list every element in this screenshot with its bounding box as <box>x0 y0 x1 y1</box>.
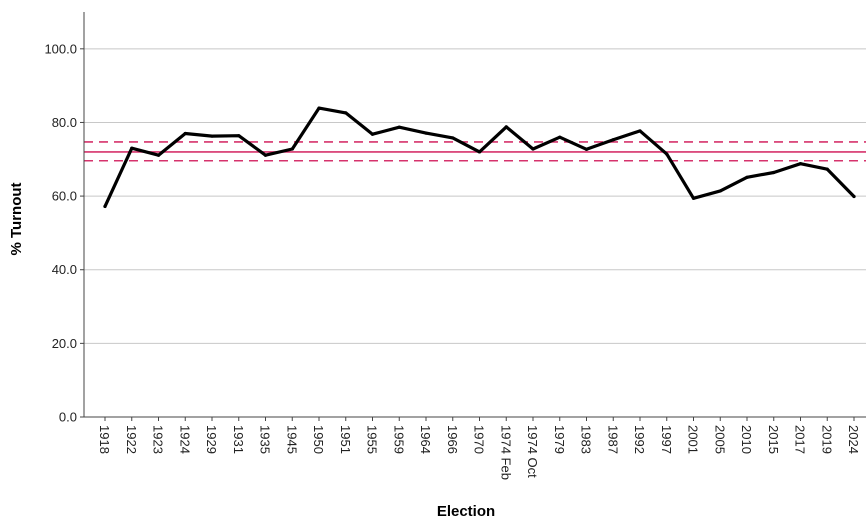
x-tick-label: 1979 <box>552 425 567 454</box>
x-tick-label: 2019 <box>819 425 834 454</box>
data-point <box>103 204 107 208</box>
data-point <box>397 125 401 129</box>
data-point <box>370 132 375 136</box>
data-point <box>183 131 187 136</box>
data-point <box>718 189 722 193</box>
data-point <box>317 106 321 110</box>
data-point <box>638 129 642 133</box>
data-point <box>344 111 348 115</box>
x-tick-label: 2017 <box>793 425 808 454</box>
x-tick-label: 1987 <box>605 425 620 454</box>
x-tick-label: 1983 <box>579 425 594 454</box>
data-point <box>611 138 615 142</box>
data-point <box>451 136 455 140</box>
x-tick-label: 1997 <box>659 425 674 454</box>
data-point <box>210 134 214 138</box>
x-tick-label: 1922 <box>124 425 139 454</box>
x-tick-label: 1924 <box>177 425 192 454</box>
x-tick-label: 1992 <box>632 425 647 454</box>
data-point <box>237 134 241 138</box>
x-tick-label: 1966 <box>445 425 460 454</box>
x-tick-label: 1970 <box>472 425 487 454</box>
gridlines <box>84 48 866 344</box>
data-point <box>584 147 589 151</box>
x-axis-ticks: 1918 1922 1923 1924 1929 1931 1935 1945 1950 1951… <box>97 417 861 480</box>
x-tick-label: 1950 <box>311 425 326 454</box>
x-tick-label: 2010 <box>739 425 754 454</box>
y-axis-title: % Turnout <box>8 182 25 255</box>
x-tick-label: 1935 <box>258 425 273 454</box>
y-tick-label: 0.0 <box>59 410 77 425</box>
y-tick-label: 40.0 <box>52 262 77 277</box>
data-point <box>558 135 562 139</box>
data-point <box>852 194 856 199</box>
y-axis-ticks: 0.0 20.0 40.0 60.0 80.0 100.0 <box>44 41 84 425</box>
x-axis-title: Election <box>437 503 495 520</box>
x-tick-label: 1964 <box>418 425 433 454</box>
x-tick-label: 1955 <box>365 425 380 454</box>
data-point <box>531 147 535 151</box>
y-tick-label: 60.0 <box>52 189 77 204</box>
data-point <box>691 196 696 200</box>
x-tick-label: 2005 <box>712 425 727 454</box>
y-tick-label: 20.0 <box>52 336 77 351</box>
y-tick-label: 80.0 <box>52 115 77 130</box>
x-tick-label: 1951 <box>338 425 353 454</box>
data-point <box>263 153 268 157</box>
x-tick-label: 2015 <box>766 425 781 454</box>
data-point <box>772 170 776 175</box>
data-point <box>798 162 803 166</box>
data-point <box>665 152 669 156</box>
data-point <box>504 125 508 129</box>
x-tick-label: 2024 <box>846 425 861 454</box>
series-layer <box>103 106 856 208</box>
x-tick-label: 1974 Oct <box>525 425 540 478</box>
data-point <box>745 175 749 179</box>
x-tick-label: 1959 <box>391 425 406 454</box>
x-tick-label: 1929 <box>204 425 219 454</box>
data-point <box>825 167 829 171</box>
data-point <box>477 150 482 154</box>
data-point <box>290 147 294 151</box>
x-tick-label: 1931 <box>231 425 246 454</box>
data-point <box>130 146 134 150</box>
data-point <box>424 131 428 135</box>
x-tick-label: 1923 <box>151 425 166 454</box>
x-tick-label: 1918 <box>97 425 112 454</box>
x-tick-label: 1974 Feb <box>498 425 513 480</box>
x-tick-label: 1945 <box>284 425 299 454</box>
x-tick-label: 2001 <box>686 425 701 454</box>
reference-lines <box>84 141 866 162</box>
y-tick-label: 100.0 <box>44 41 77 56</box>
data-point <box>156 153 161 157</box>
